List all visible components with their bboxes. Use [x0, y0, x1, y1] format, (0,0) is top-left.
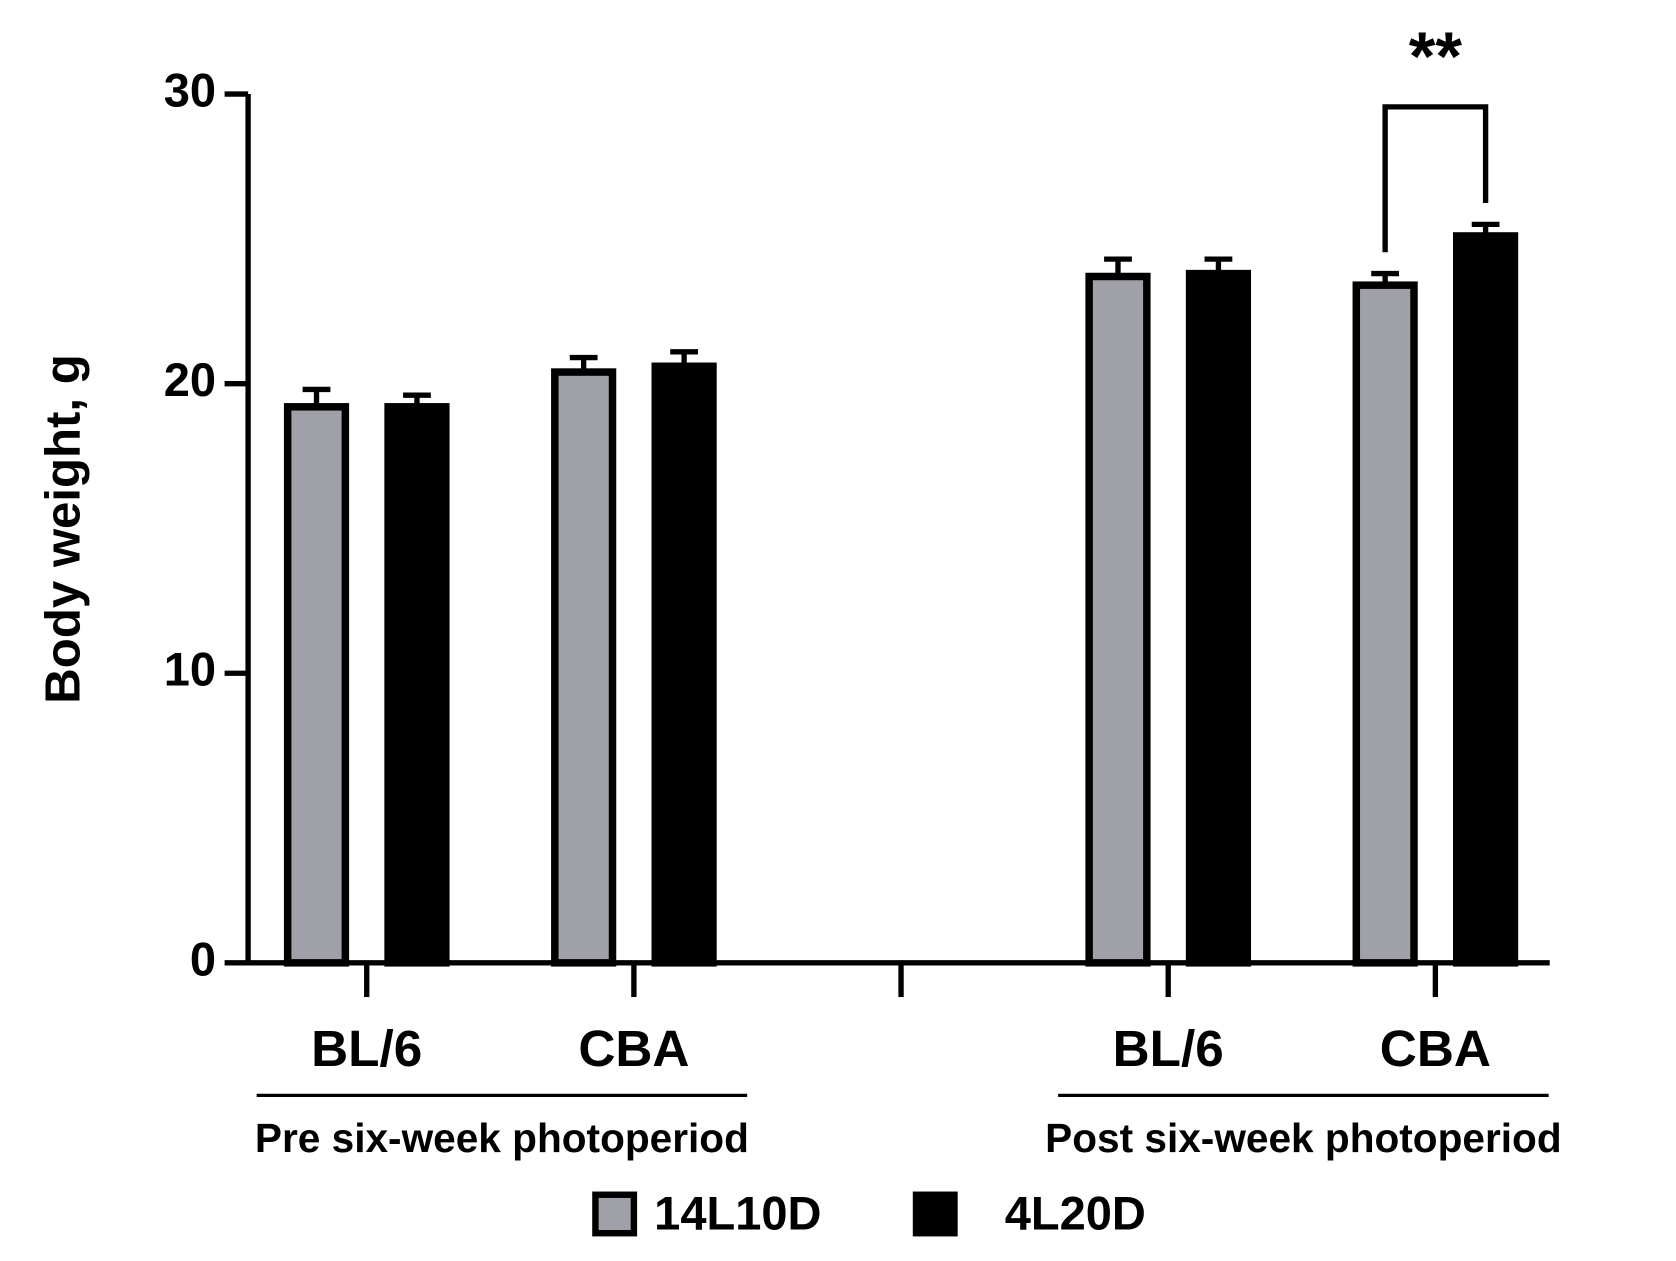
x-tick-label: BL/6 — [311, 1020, 422, 1077]
bar — [551, 368, 617, 967]
y-tick-label: 20 — [164, 353, 216, 406]
x-tick-label: BL/6 — [1113, 1020, 1224, 1077]
legend-label: 14L10D — [654, 1187, 821, 1240]
bar — [1453, 232, 1519, 967]
bar — [1352, 281, 1418, 967]
y-axis-label: Body weight, g — [36, 354, 90, 703]
bar — [283, 403, 350, 967]
x-tick-label: CBA — [578, 1020, 689, 1077]
bar — [651, 362, 717, 967]
legend-swatch — [592, 1191, 638, 1237]
significance-bracket — [1382, 104, 1489, 253]
significance-label: ** — [1409, 19, 1463, 95]
group-label: Pre six-week photoperiod — [255, 1115, 749, 1161]
y-tick-label: 0 — [190, 932, 216, 985]
bar — [1085, 272, 1151, 967]
bar — [384, 403, 450, 967]
group-label: Post six-week photoperiod — [1045, 1115, 1562, 1161]
y-tick-label: 10 — [164, 643, 216, 696]
legend-label: 4L20D — [1005, 1187, 1146, 1240]
y-tick-label: 30 — [164, 63, 216, 116]
bar — [1185, 269, 1252, 967]
legend-swatch — [912, 1191, 958, 1237]
x-tick-label: CBA — [1380, 1020, 1491, 1077]
